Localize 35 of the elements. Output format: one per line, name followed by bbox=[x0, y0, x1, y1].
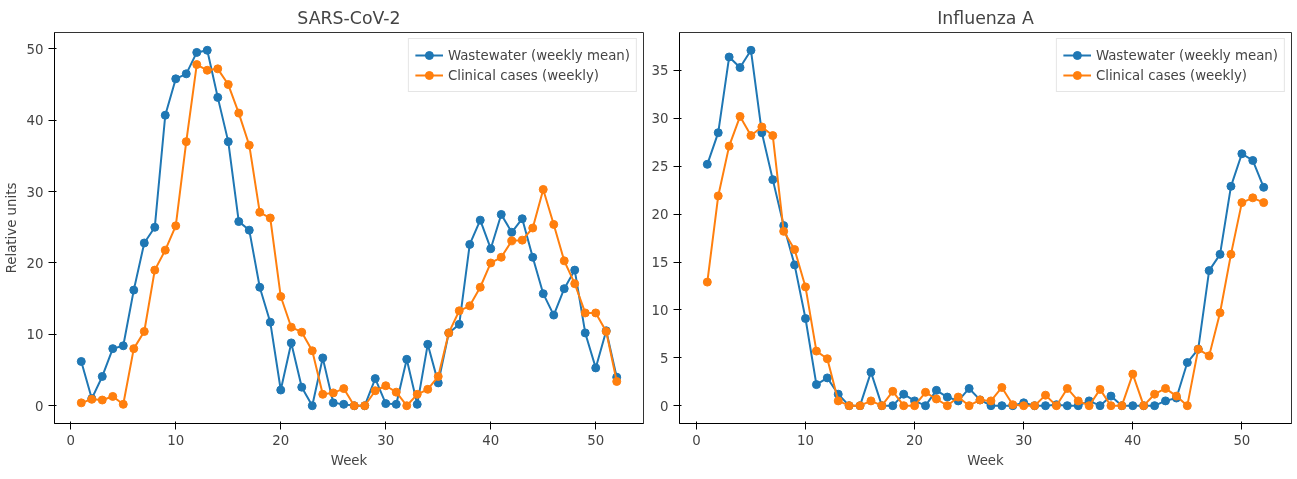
x-tick-label: 10 bbox=[797, 432, 814, 448]
y-tick-label: 50 bbox=[26, 41, 44, 57]
legend-label: Wastewater (weekly mean) bbox=[447, 47, 630, 63]
x-tick-label: 40 bbox=[482, 432, 500, 448]
x-tick-label: 50 bbox=[1233, 432, 1251, 448]
y-tick-label: 30 bbox=[651, 111, 669, 127]
x-tick-label: 0 bbox=[66, 432, 76, 448]
x-tick-label: 20 bbox=[906, 432, 924, 448]
chart-title: SARS-CoV-2 bbox=[297, 7, 401, 28]
x-tick-label: 0 bbox=[692, 432, 701, 448]
y-tick-label: 35 bbox=[651, 63, 669, 79]
y-tick-label: 15 bbox=[651, 255, 669, 270]
y-tick-label: 30 bbox=[26, 184, 44, 200]
x-tick-label: 20 bbox=[272, 432, 290, 448]
y-tick-label: 10 bbox=[26, 327, 44, 343]
x-tick-label: 30 bbox=[377, 432, 395, 448]
y-tick-label: 25 bbox=[651, 159, 669, 175]
y-tick-label: 5 bbox=[660, 350, 669, 366]
y-tick-label: 10 bbox=[651, 302, 669, 318]
legend-label: Clinical cases (weekly) bbox=[1095, 67, 1248, 83]
y-tick-label: 20 bbox=[26, 255, 44, 271]
y-tick-label: 40 bbox=[26, 113, 44, 129]
chart-title: Influenza A bbox=[937, 7, 1034, 28]
legend-label: Clinical cases (weekly) bbox=[447, 67, 600, 83]
y-tick-label: 0 bbox=[660, 398, 669, 414]
y-axis-title: Relative units bbox=[3, 182, 19, 274]
x-axis-title: Week bbox=[330, 452, 368, 468]
y-tick-label: 20 bbox=[651, 207, 669, 223]
x-tick-label: 30 bbox=[1015, 432, 1033, 448]
x-axis-title: Week bbox=[967, 452, 1005, 468]
legend-label: Wastewater (weekly mean) bbox=[1095, 47, 1278, 63]
x-tick-label: 40 bbox=[1124, 432, 1142, 448]
y-tick-label: 0 bbox=[35, 398, 44, 414]
x-tick-label: 50 bbox=[587, 432, 605, 448]
x-tick-label: 10 bbox=[167, 432, 185, 448]
